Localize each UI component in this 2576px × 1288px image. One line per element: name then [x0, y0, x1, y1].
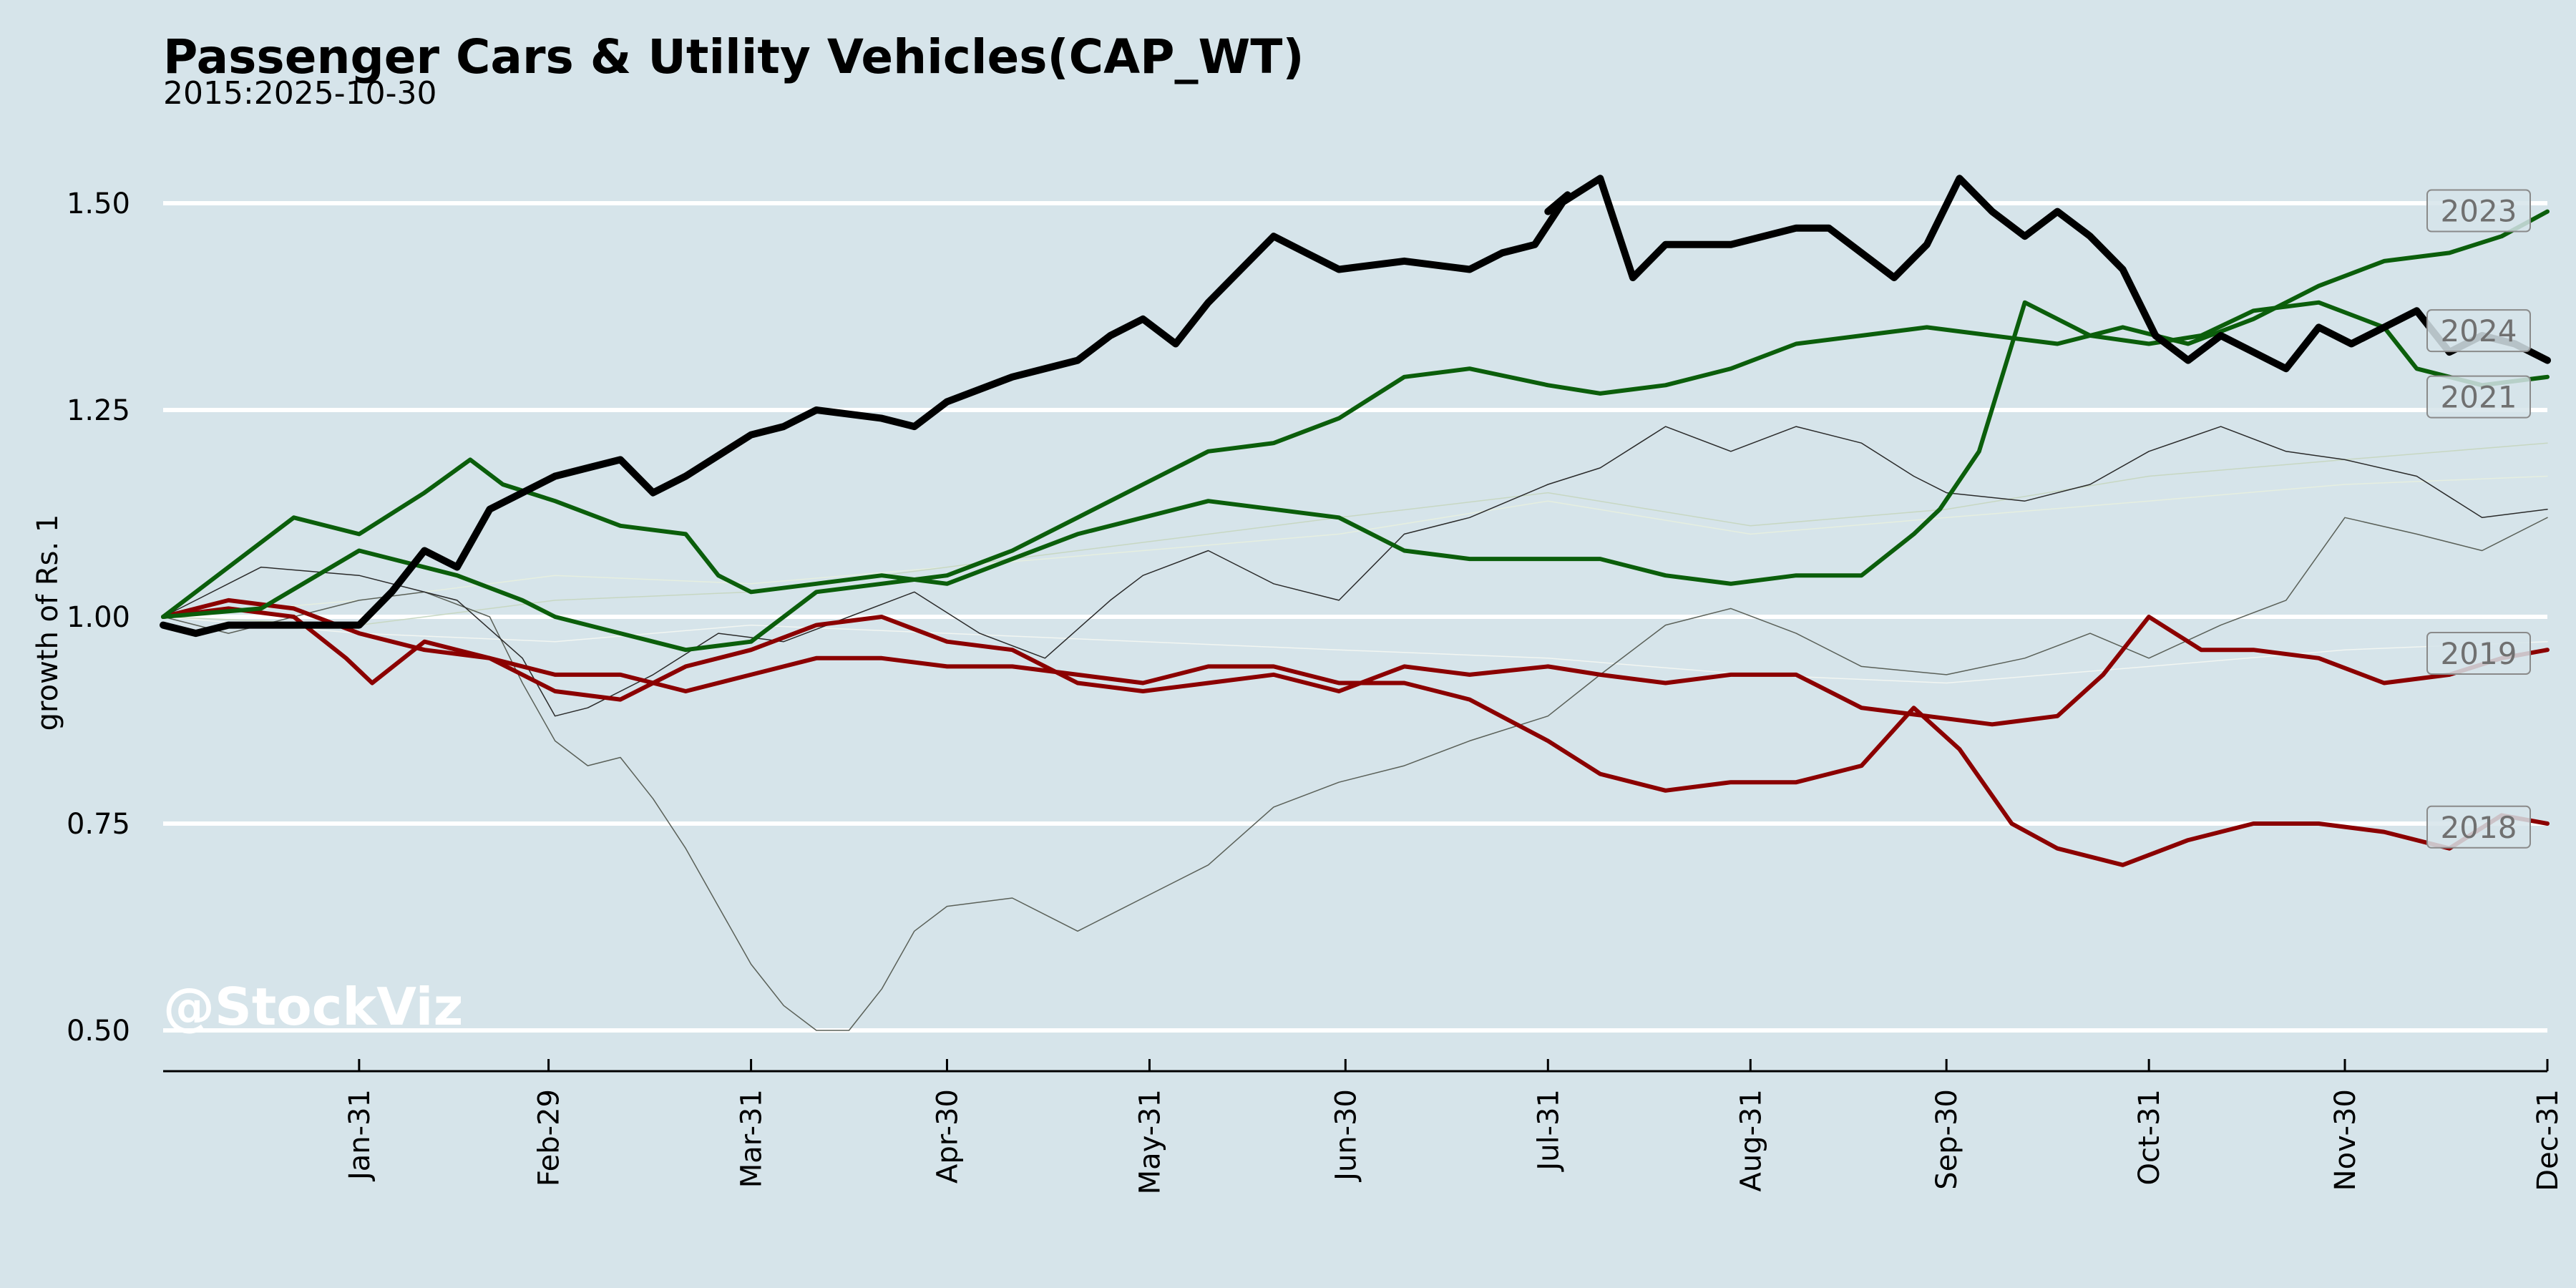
x-tick-label: Oct-31	[2133, 1089, 2166, 1186]
series-label-text: 2018	[2441, 810, 2517, 845]
series-line-2023	[161, 209, 2550, 653]
y-tick-label: 0.75	[67, 808, 130, 841]
x-tick-label: Dec-31	[2532, 1089, 2565, 1191]
x-tick-label: May-31	[1133, 1089, 1166, 1194]
watermark: @StockViz	[163, 977, 463, 1037]
series-label-2023: 2023	[2426, 189, 2531, 233]
series-label-box	[2426, 375, 2531, 419]
series-label-box	[2426, 309, 2531, 353]
x-tick-label: Nov-30	[2329, 1089, 2362, 1191]
x-tick-label: Mar-31	[736, 1089, 769, 1188]
series-line-2021	[161, 300, 2550, 619]
series-label-box	[2426, 805, 2531, 849]
series-label-box	[2426, 632, 2531, 675]
series-lines	[160, 175, 2551, 1031]
x-tick-label: Apr-30	[931, 1089, 964, 1184]
y-tick-label: 1.00	[67, 601, 130, 634]
series-end-labels: 2018 2019 2021 2023 2024	[2426, 189, 2531, 849]
series-line-2020	[162, 517, 2548, 1031]
series-label-text: 2023	[2441, 194, 2517, 229]
series-line-2024	[160, 175, 2551, 638]
y-tick-label: 1.50	[67, 187, 130, 220]
series-label-box	[2426, 189, 2531, 233]
x-tick-label: Jun-30	[1330, 1089, 1362, 1183]
series-label-2024: 2024	[2426, 309, 2531, 353]
y-tick-label: 1.25	[67, 394, 130, 427]
series-label-2021: 2021	[2426, 375, 2531, 419]
x-tick-label: Jan-31	[343, 1089, 376, 1182]
series-line-2018	[161, 606, 2550, 867]
y-tick-label: 0.50	[67, 1015, 130, 1048]
series-label-2018: 2018	[2426, 805, 2531, 849]
chart-subtitle: 2015:2025-10-30	[163, 75, 437, 112]
series-label-text: 2021	[2441, 380, 2517, 415]
series-line-2022	[162, 426, 2548, 717]
series-label-text: 2024	[2441, 313, 2517, 348]
series-label-text: 2019	[2441, 636, 2517, 671]
x-tick-label: Sep-30	[1931, 1089, 1963, 1190]
y-axis-label: growth of Rs. 1	[31, 514, 64, 731]
x-tick-label: Aug-31	[1735, 1089, 1767, 1191]
series-line-2019	[161, 597, 2550, 727]
series-line-2016	[162, 616, 2548, 684]
x-tick-label: Jul-31	[1532, 1089, 1565, 1173]
series-line-2015	[162, 475, 2548, 618]
chart-title: Passenger Cars & Utility Vehicles(CAP_WT…	[163, 29, 1304, 84]
x-tick-label: Feb-29	[533, 1089, 566, 1186]
x-axis-ticks: Jan-31 Feb-29 Mar-31 Apr-30 May-31 Jun-30 Jul-…	[343, 1059, 2565, 1194]
series-label-2019: 2019	[2426, 632, 2531, 675]
y-axis-ticks: 0.50 0.75 1.00 1.25 1.50	[67, 187, 130, 1048]
